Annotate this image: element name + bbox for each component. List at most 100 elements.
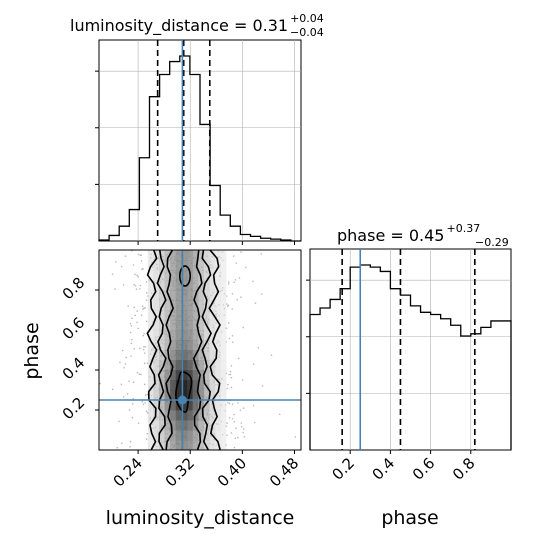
- sample-point: [130, 325, 133, 327]
- sample-point: [135, 288, 138, 290]
- sample-point: [234, 279, 237, 281]
- density-cell: [220, 310, 227, 321]
- density-cell: [147, 370, 154, 381]
- sample-point: [133, 347, 136, 350]
- density-cell: [170, 370, 177, 381]
- sample-point: [243, 435, 246, 438]
- density-cell: [164, 250, 171, 261]
- density-cell: [192, 270, 199, 281]
- density-cell: [214, 270, 221, 281]
- sample-point: [142, 308, 144, 310]
- density-cell: [181, 260, 188, 271]
- density-cell: [147, 350, 154, 361]
- density-cell: [220, 300, 227, 311]
- density-cell: [175, 410, 182, 421]
- density-cell: [220, 320, 227, 331]
- sample-point: [122, 284, 125, 286]
- density-cell: [209, 320, 216, 331]
- density-cell: [198, 350, 205, 361]
- sample-point: [139, 254, 142, 257]
- sample-point: [234, 437, 237, 440]
- density-cell: [153, 430, 160, 441]
- density-cell: [203, 350, 210, 361]
- density-cell: [209, 300, 216, 311]
- sample-point: [114, 288, 116, 290]
- title-sub: −0.29: [475, 236, 509, 249]
- density-cell: [170, 400, 177, 411]
- density-cell: [198, 400, 205, 411]
- sample-point: [145, 292, 148, 294]
- density-cell: [214, 310, 221, 321]
- density-cell: [192, 400, 199, 411]
- sample-point: [226, 303, 228, 305]
- sample-point: [142, 267, 144, 270]
- sample-point: [131, 317, 133, 320]
- density-cell: [214, 320, 221, 331]
- density-cell: [203, 430, 210, 441]
- sample-point: [118, 420, 120, 423]
- sample-point: [145, 299, 148, 301]
- density-cell: [175, 310, 182, 321]
- sample-point: [139, 284, 142, 287]
- sample-point: [121, 349, 124, 352]
- density-cell: [198, 250, 205, 261]
- sample-point: [134, 285, 137, 287]
- sample-point: [270, 354, 273, 356]
- sample-point: [116, 446, 119, 449]
- density-cell: [181, 330, 188, 341]
- panel-frame: [309, 248, 512, 451]
- density-cell: [198, 420, 205, 431]
- sample-point: [252, 363, 255, 365]
- panel-frame: [98, 249, 302, 451]
- density-cell: [175, 320, 182, 331]
- sample-point: [126, 393, 129, 395]
- density-cell: [159, 420, 165, 431]
- joint-density-panel: 0.24 0.32 0.40 0.48 0.2 0.4 0.6 0.8: [59, 249, 302, 490]
- sample-point: [137, 327, 139, 330]
- sample-point: [233, 413, 235, 416]
- density-cell: [159, 350, 165, 361]
- density-cell: [181, 320, 188, 331]
- sample-point: [228, 337, 231, 340]
- density-cell: [147, 340, 154, 351]
- density-cell: [192, 250, 199, 261]
- density-cell: [192, 280, 199, 291]
- density-cell: [220, 260, 227, 271]
- sample-point: [83, 432, 85, 434]
- x-tick-label: 0.32: [162, 454, 198, 490]
- density-cell: [170, 440, 177, 450]
- title-sup: +0.37: [446, 222, 480, 235]
- density-cell: [147, 290, 154, 301]
- density-cell: [181, 430, 188, 441]
- density-cell: [186, 440, 193, 450]
- density-cell: [198, 310, 205, 321]
- density-cell: [170, 300, 177, 311]
- sample-point: [236, 298, 239, 301]
- density-cell: [159, 370, 165, 381]
- density-cell: [175, 420, 182, 431]
- truth-point: [177, 395, 187, 405]
- density-cell: [181, 410, 188, 421]
- sample-point: [227, 283, 230, 285]
- grid: [310, 249, 511, 450]
- sample-point: [240, 251, 242, 253]
- density-cell: [175, 390, 182, 401]
- density-cell: [220, 270, 227, 281]
- sample-point: [123, 366, 125, 369]
- sample-point: [240, 425, 243, 428]
- density-cell: [198, 430, 205, 441]
- contour-line: [192, 250, 203, 450]
- density-cell: [220, 380, 227, 391]
- sample-point: [227, 383, 229, 386]
- sample-point: [240, 296, 242, 299]
- density-cell: [192, 330, 199, 341]
- sample-point: [232, 255, 235, 257]
- density-cell: [170, 410, 177, 421]
- x-tick-label: 0.8: [449, 454, 479, 484]
- density-cell: [220, 390, 227, 401]
- density-cell: [170, 340, 177, 351]
- density-cell: [198, 380, 205, 391]
- density-cell: [209, 330, 216, 341]
- density-cell: [181, 270, 188, 281]
- sample-point: [142, 334, 144, 337]
